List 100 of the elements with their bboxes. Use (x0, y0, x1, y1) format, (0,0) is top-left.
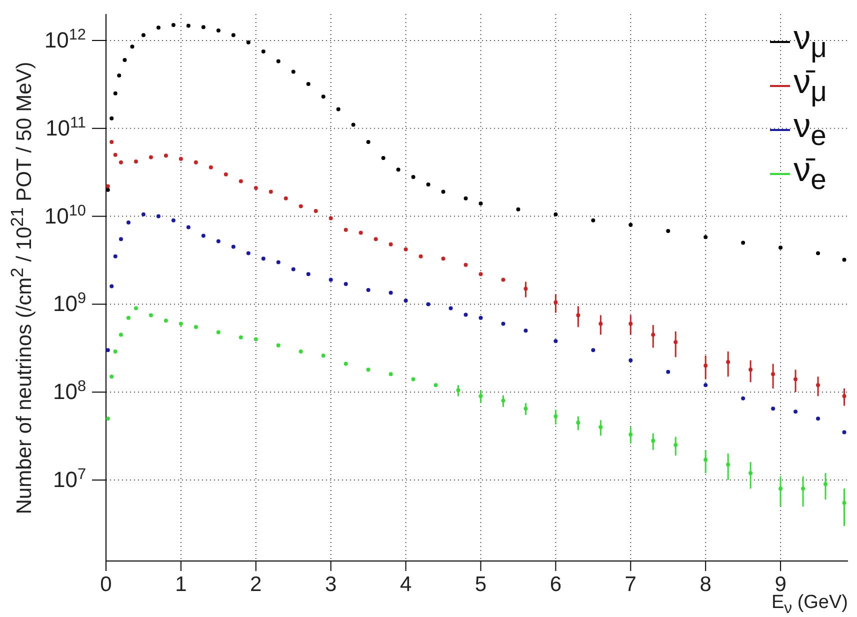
point (478, 201, 483, 206)
point (666, 229, 670, 234)
point (117, 73, 122, 78)
point (106, 188, 110, 192)
point (106, 416, 110, 421)
point (344, 282, 348, 286)
point (118, 237, 123, 242)
point (554, 339, 558, 344)
point (171, 22, 176, 27)
point (464, 196, 468, 200)
point (628, 358, 633, 362)
point (651, 332, 656, 337)
point (126, 220, 130, 225)
point (704, 458, 708, 462)
point (238, 335, 243, 340)
point (148, 313, 153, 318)
point (816, 383, 820, 388)
point (524, 406, 528, 411)
point (261, 256, 266, 261)
point (464, 312, 468, 317)
point (201, 234, 206, 238)
point (801, 486, 806, 491)
point (816, 416, 820, 421)
point (842, 258, 846, 262)
point (118, 160, 123, 164)
point (704, 235, 708, 240)
point (231, 244, 236, 249)
legend-label: ν̄$_{μ}$ (794, 63, 827, 108)
point (374, 237, 378, 242)
point (164, 154, 168, 158)
point (598, 425, 603, 430)
point (298, 349, 303, 354)
point (434, 383, 438, 388)
point (110, 116, 114, 120)
x-tick-label: 1 (175, 573, 187, 596)
point (254, 186, 258, 190)
point (148, 155, 153, 160)
point (110, 140, 114, 144)
point (478, 272, 483, 276)
point (576, 313, 580, 318)
point (816, 251, 820, 256)
point (704, 383, 708, 388)
point (411, 377, 416, 382)
y-tick-label: 10$^{8}$ (52, 378, 86, 404)
point (824, 482, 828, 486)
point (741, 396, 746, 400)
point (381, 156, 386, 160)
point (448, 306, 453, 310)
point (726, 360, 730, 364)
point (156, 26, 160, 30)
point (126, 316, 130, 320)
point (591, 218, 596, 222)
point (674, 340, 678, 344)
point (396, 168, 400, 172)
point (478, 394, 483, 398)
point (748, 471, 753, 476)
point (122, 58, 127, 62)
point (314, 208, 318, 213)
point (554, 414, 558, 418)
point (178, 322, 183, 326)
x-tick-label: 5 (474, 573, 487, 596)
y-tick-label: 10$^{7}$ (52, 466, 86, 492)
point (246, 251, 250, 256)
y-tick-label: 10$^{10}$ (44, 202, 86, 228)
point (628, 432, 633, 436)
point (113, 91, 118, 96)
point (554, 212, 558, 216)
point (388, 242, 393, 246)
point (778, 486, 783, 491)
point (113, 254, 118, 258)
point (336, 107, 340, 112)
point (651, 438, 656, 443)
point (501, 278, 506, 282)
point (666, 370, 670, 374)
point (113, 152, 118, 157)
point (328, 278, 333, 282)
point (224, 172, 228, 176)
point (106, 184, 110, 188)
point (418, 254, 423, 258)
point (291, 267, 296, 272)
point (276, 343, 280, 348)
point (216, 330, 220, 334)
point (404, 298, 408, 303)
point (501, 322, 506, 326)
point (321, 94, 326, 99)
x-tick-label: 2 (250, 573, 262, 596)
x-tick-label: 0 (100, 573, 112, 596)
point (351, 122, 356, 127)
point (201, 25, 206, 30)
point (106, 348, 110, 352)
point (156, 214, 160, 218)
point (741, 240, 746, 245)
point (404, 247, 408, 252)
point (276, 260, 280, 264)
point (456, 388, 460, 392)
point (284, 196, 288, 200)
point (216, 28, 220, 32)
point (186, 24, 190, 28)
point (516, 207, 520, 212)
point (178, 156, 183, 161)
